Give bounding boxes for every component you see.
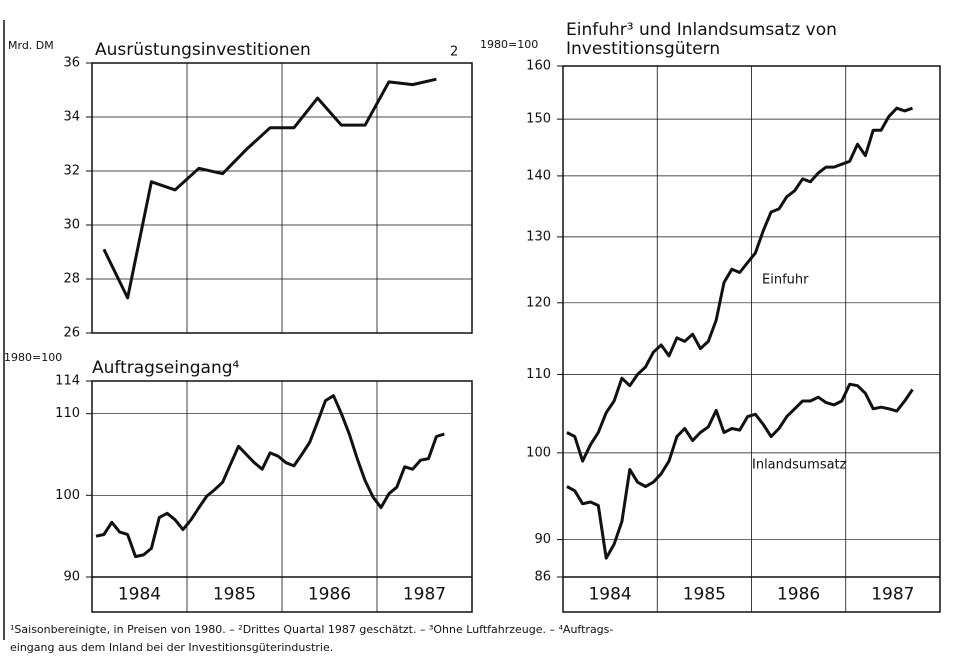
y-axis-label: 1980=100 [480,38,538,51]
y-tick-label: 32 [63,164,80,179]
x-group-label: 1985 [213,585,256,605]
y-tick-label: 26 [63,326,80,341]
x-group-label: 1987 [871,585,914,605]
series-label: Inlandsumsatz [752,458,847,473]
chart-title: Investitionsgütern [566,39,720,59]
data-line [102,77,437,300]
x-group-label: 1984 [588,585,631,605]
x-group-label: 1985 [683,585,726,605]
data-line [566,382,914,560]
x-group-label: 1986 [308,585,351,605]
y-tick-label: 34 [63,110,80,125]
y-axis-label: 1980=100 [4,351,62,364]
y-tick-label: 140 [526,168,551,183]
y-tick-label: 100 [526,445,551,460]
y-tick-label: 90 [534,532,551,547]
chart-title: Einfuhr³ und Inlandsumsatz von [566,20,837,40]
y-tick-label: 30 [63,218,80,233]
end-label: 2 [450,45,458,60]
y-tick-label: 28 [63,272,80,287]
y-tick-label: 160 [526,59,551,74]
series-label: Einfuhr [762,273,809,288]
y-tick-label: 110 [55,406,80,421]
y-axis-label: Mrd. DM [8,39,54,52]
y-tick-label: 100 [55,488,80,503]
y-tick-label: 150 [526,112,551,127]
y-tick-label: 110 [526,367,551,382]
y-tick-label: 86 [534,570,551,585]
y-tick-label: 36 [63,56,80,71]
y-tick-label: 130 [526,229,551,244]
y-tick-label: 90 [63,570,80,585]
chart-title: Ausrüstungsinvestitionen [95,40,311,60]
y-tick-label: 120 [526,295,551,310]
x-group-label: 1987 [403,585,446,605]
y-tick-label: 114 [55,374,80,389]
data-line [95,394,445,559]
x-group-label: 1984 [118,585,161,605]
data-line [566,106,913,463]
chart-title: Auftragseingang⁴ [92,358,240,378]
footnote: ¹Saisonbereinigte, in Preisen von 1980. … [10,623,613,636]
footnote: eingang aus dem Inland bei der Investiti… [10,641,333,654]
x-group-label: 1986 [777,585,820,605]
